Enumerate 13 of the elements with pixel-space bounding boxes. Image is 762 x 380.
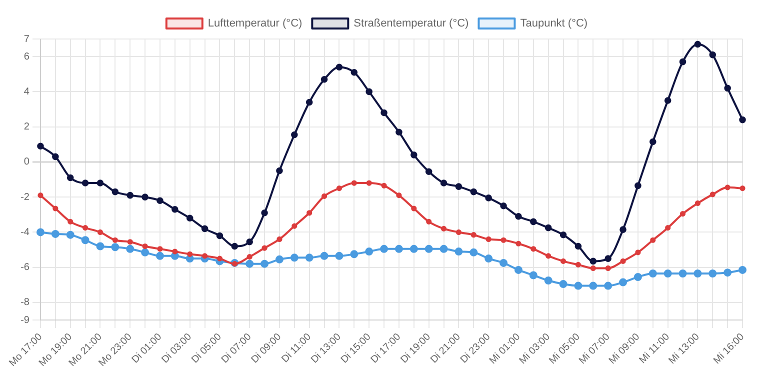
y-tick-label: 2	[24, 122, 30, 133]
y-tick-label: -9	[20, 314, 30, 326]
y-tick-label: -2	[20, 192, 30, 203]
y-tick-label: 4	[24, 86, 30, 98]
y-tick-label: 7	[24, 34, 30, 45]
y-tick-label: 0	[24, 156, 30, 168]
y-tick-label: 6	[24, 51, 30, 62]
y-tick-label: -4	[20, 226, 30, 238]
y-tick-label: -6	[20, 262, 30, 274]
legend-label: Taupunkt (°C)	[520, 18, 588, 30]
legend-label: Straßentemperatur (°C)	[354, 18, 469, 30]
y-tick-label: -8	[20, 297, 30, 308]
legend-label: Lufttemperatur (°C)	[208, 18, 302, 30]
